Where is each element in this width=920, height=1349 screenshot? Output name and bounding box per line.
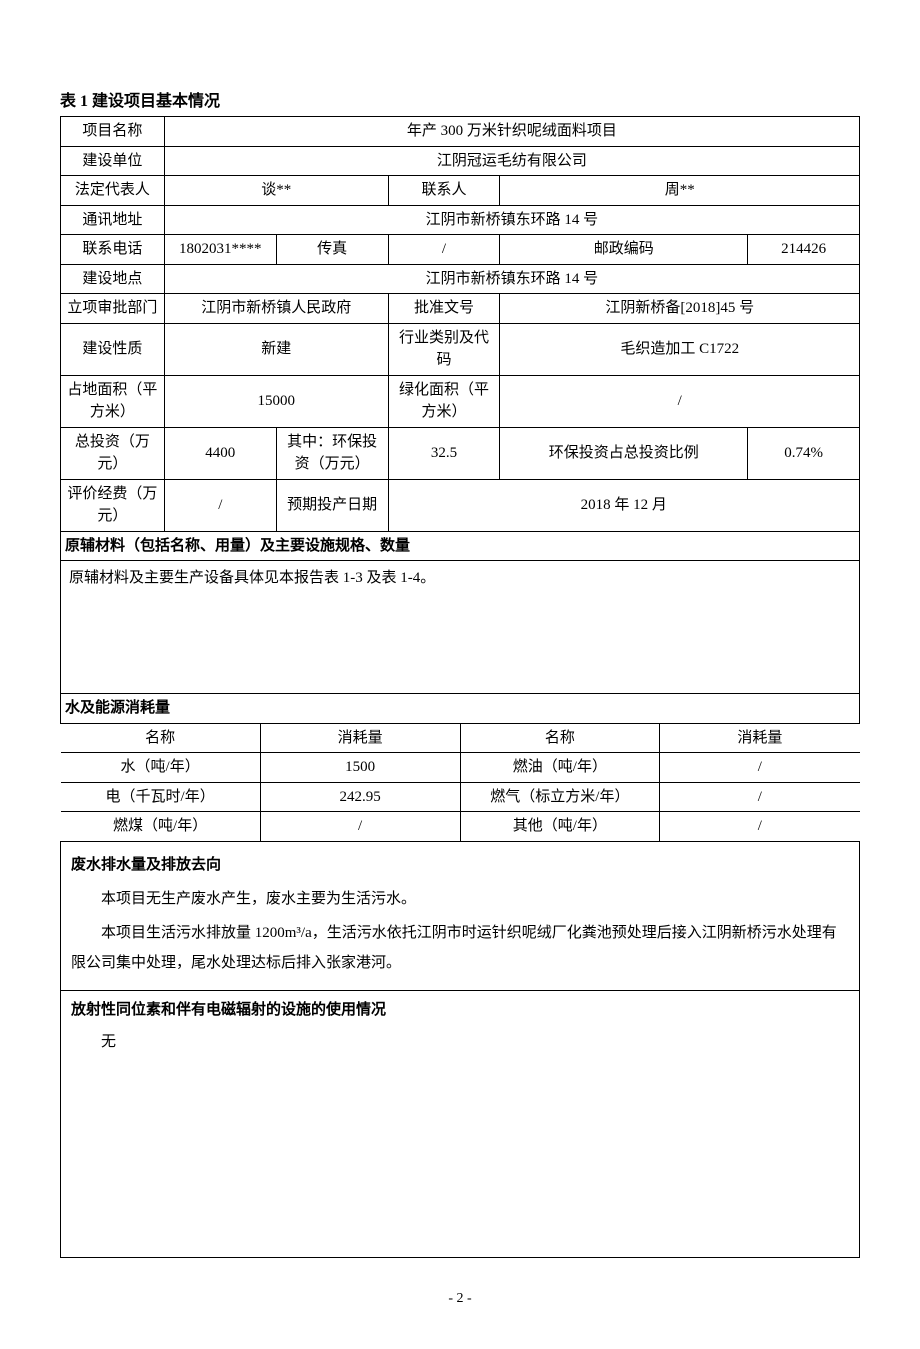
label-total-invest: 总投资（万元） — [61, 427, 165, 479]
materials-content-row: 原辅材料及主要生产设备具体见本报告表 1-3 及表 1-4。 — [61, 561, 860, 694]
label-postcode: 邮政编码 — [500, 235, 748, 265]
label-env-invest: 其中：环保投资（万元） — [276, 427, 388, 479]
energy-v1: 242.95 — [260, 782, 460, 812]
radio-row: 放射性同位素和伴有电磁辐射的设施的使用情况 无 — [61, 990, 860, 1257]
value-site: 江阴市新桥镇东环路 14 号 — [164, 264, 859, 294]
value-green-area: / — [500, 375, 860, 427]
page-container: 表 1 建设项目基本情况 项目名称 年产 300 万米针织呢绒面料项目 建设单位… — [60, 90, 860, 1309]
label-project-name: 项目名称 — [61, 117, 165, 147]
value-address: 江阴市新桥镇东环路 14 号 — [164, 205, 859, 235]
energy-n2: 燃气（标立方米/年） — [460, 782, 660, 812]
label-eval-fee: 评价经费（万元） — [61, 479, 165, 531]
energy-n2: 其他（吨/年） — [460, 812, 660, 841]
table-row: 建设单位 江阴冠运毛纺有限公司 — [61, 146, 860, 176]
energy-n1: 燃煤（吨/年） — [61, 812, 261, 841]
radio-content-cell: 放射性同位素和伴有电磁辐射的设施的使用情况 无 — [61, 990, 860, 1257]
energy-col-name-2: 名称 — [460, 724, 660, 753]
wastewater-p2: 本项目生活污水排放量 1200m³/a，生活污水依托江阴市时运针织呢绒厂化粪池预… — [71, 918, 849, 978]
wastewater-content: 废水排水量及排放去向 本项目无生产废水产生，废水主要为生活污水。 本项目生活污水… — [61, 841, 860, 990]
value-expected-date: 2018 年 12 月 — [388, 479, 859, 531]
label-contact: 联系人 — [388, 176, 500, 206]
label-company: 建设单位 — [61, 146, 165, 176]
energy-table-row: 名称 消耗量 名称 消耗量 水（吨/年） 1500 燃油（吨/年） / 电（千瓦… — [61, 723, 860, 841]
table-row: 项目名称 年产 300 万米针织呢绒面料项目 — [61, 117, 860, 147]
value-nature: 新建 — [164, 323, 388, 375]
value-approval-no: 江阴新桥备[2018]45 号 — [500, 294, 860, 324]
label-nature: 建设性质 — [61, 323, 165, 375]
radio-header: 放射性同位素和伴有电磁辐射的设施的使用情况 — [71, 999, 849, 1022]
label-site: 建设地点 — [61, 264, 165, 294]
energy-header: 水及能源消耗量 — [61, 694, 860, 724]
energy-col-name-1: 名称 — [61, 724, 261, 753]
materials-header-row: 原辅材料（包括名称、用量）及主要设施规格、数量 — [61, 531, 860, 561]
table-row: 占地面积（平方米） 15000 绿化面积（平方米） / — [61, 375, 860, 427]
value-postcode: 214426 — [748, 235, 860, 265]
value-company: 江阴冠运毛纺有限公司 — [164, 146, 859, 176]
radio-content: 无 — [71, 1027, 849, 1057]
value-approval-dept: 江阴市新桥镇人民政府 — [164, 294, 388, 324]
energy-row: 水（吨/年） 1500 燃油（吨/年） / — [61, 753, 860, 783]
energy-col-consume-2: 消耗量 — [660, 724, 860, 753]
value-eval-fee: / — [164, 479, 276, 531]
value-project-name: 年产 300 万米针织呢绒面料项目 — [164, 117, 859, 147]
page-number: - 2 - — [60, 1288, 860, 1309]
energy-n2: 燃油（吨/年） — [460, 753, 660, 783]
label-phone: 联系电话 — [61, 235, 165, 265]
table-row: 总投资（万元） 4400 其中：环保投资（万元） 32.5 环保投资占总投资比例… — [61, 427, 860, 479]
label-industry: 行业类别及代码 — [388, 323, 500, 375]
energy-row: 燃煤（吨/年） / 其他（吨/年） / — [61, 812, 860, 841]
table-row: 建设性质 新建 行业类别及代码 毛织造加工 C1722 — [61, 323, 860, 375]
table-title: 表 1 建设项目基本情况 — [60, 90, 860, 114]
energy-head-row: 名称 消耗量 名称 消耗量 — [61, 724, 860, 753]
energy-header-row: 水及能源消耗量 — [61, 694, 860, 724]
value-industry: 毛织造加工 C1722 — [500, 323, 860, 375]
wastewater-header: 废水排水量及排放去向 — [71, 850, 849, 880]
value-phone: 1802031**** — [164, 235, 276, 265]
energy-v2: / — [660, 753, 860, 783]
table-row: 评价经费（万元） / 预期投产日期 2018 年 12 月 — [61, 479, 860, 531]
table-row: 建设地点 江阴市新桥镇东环路 14 号 — [61, 264, 860, 294]
wastewater-row: 废水排水量及排放去向 本项目无生产废水产生，废水主要为生活污水。 本项目生活污水… — [61, 841, 860, 990]
energy-v1: / — [260, 812, 460, 841]
materials-header: 原辅材料（包括名称、用量）及主要设施规格、数量 — [61, 531, 860, 561]
energy-table-cell: 名称 消耗量 名称 消耗量 水（吨/年） 1500 燃油（吨/年） / 电（千瓦… — [61, 723, 860, 841]
value-fax: / — [388, 235, 500, 265]
value-env-invest: 32.5 — [388, 427, 500, 479]
value-contact: 周** — [500, 176, 860, 206]
label-approval-dept: 立项审批部门 — [61, 294, 165, 324]
label-fax: 传真 — [276, 235, 388, 265]
label-legal-rep: 法定代表人 — [61, 176, 165, 206]
value-env-ratio: 0.74% — [748, 427, 860, 479]
energy-v2: / — [660, 782, 860, 812]
energy-col-consume-1: 消耗量 — [260, 724, 460, 753]
energy-n1: 电（千瓦时/年） — [61, 782, 261, 812]
table-row: 立项审批部门 江阴市新桥镇人民政府 批准文号 江阴新桥备[2018]45 号 — [61, 294, 860, 324]
table-row: 通讯地址 江阴市新桥镇东环路 14 号 — [61, 205, 860, 235]
energy-v2: / — [660, 812, 860, 841]
energy-table: 名称 消耗量 名称 消耗量 水（吨/年） 1500 燃油（吨/年） / 电（千瓦… — [61, 724, 860, 841]
value-land-area: 15000 — [164, 375, 388, 427]
materials-content: 原辅材料及主要生产设备具体见本报告表 1-3 及表 1-4。 — [61, 561, 860, 694]
table-row: 法定代表人 谈** 联系人 周** — [61, 176, 860, 206]
value-total-invest: 4400 — [164, 427, 276, 479]
label-approval-no: 批准文号 — [388, 294, 500, 324]
label-expected-date: 预期投产日期 — [276, 479, 388, 531]
label-env-ratio: 环保投资占总投资比例 — [500, 427, 748, 479]
wastewater-p1: 本项目无生产废水产生，废水主要为生活污水。 — [71, 884, 849, 914]
label-green-area: 绿化面积（平方米） — [388, 375, 500, 427]
table-row: 联系电话 1802031**** 传真 / 邮政编码 214426 — [61, 235, 860, 265]
label-address: 通讯地址 — [61, 205, 165, 235]
energy-row: 电（千瓦时/年） 242.95 燃气（标立方米/年） / — [61, 782, 860, 812]
energy-n1: 水（吨/年） — [61, 753, 261, 783]
label-land-area: 占地面积（平方米） — [61, 375, 165, 427]
project-info-table: 项目名称 年产 300 万米针织呢绒面料项目 建设单位 江阴冠运毛纺有限公司 法… — [60, 116, 860, 1258]
energy-v1: 1500 — [260, 753, 460, 783]
value-legal-rep: 谈** — [164, 176, 388, 206]
